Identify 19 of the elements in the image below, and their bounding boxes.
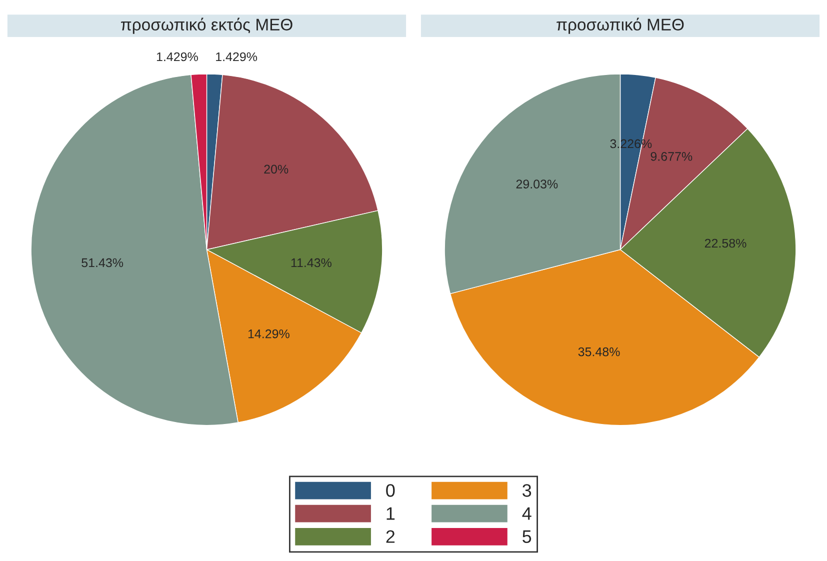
data-label: 1.429% [156,52,198,62]
data-label: 1.429% [216,52,258,62]
legend-label: 4 [522,507,532,520]
data-label: 29.03% [516,180,558,188]
data-label: 35.48% [578,347,620,356]
legend-label: 0 [386,484,395,497]
legend-label: 2 [386,530,395,543]
legend-label: 3 [522,484,532,497]
chart-title: προσωπικό εκτός ΜΕΘ [121,18,292,34]
data-label: 51.43% [82,258,124,268]
legend-label: 1 [386,507,395,520]
chart-title: προσωπικό ΜΕΘ [556,18,684,34]
data-label: 22.58% [704,238,746,248]
legend-label: 5 [522,530,532,543]
data-label: 3.226% [610,139,652,148]
data-label: 9.677% [650,152,692,161]
data-label: 11.43% [291,258,332,268]
data-label: 20% [264,164,288,174]
data-label: 14.29% [248,329,290,338]
